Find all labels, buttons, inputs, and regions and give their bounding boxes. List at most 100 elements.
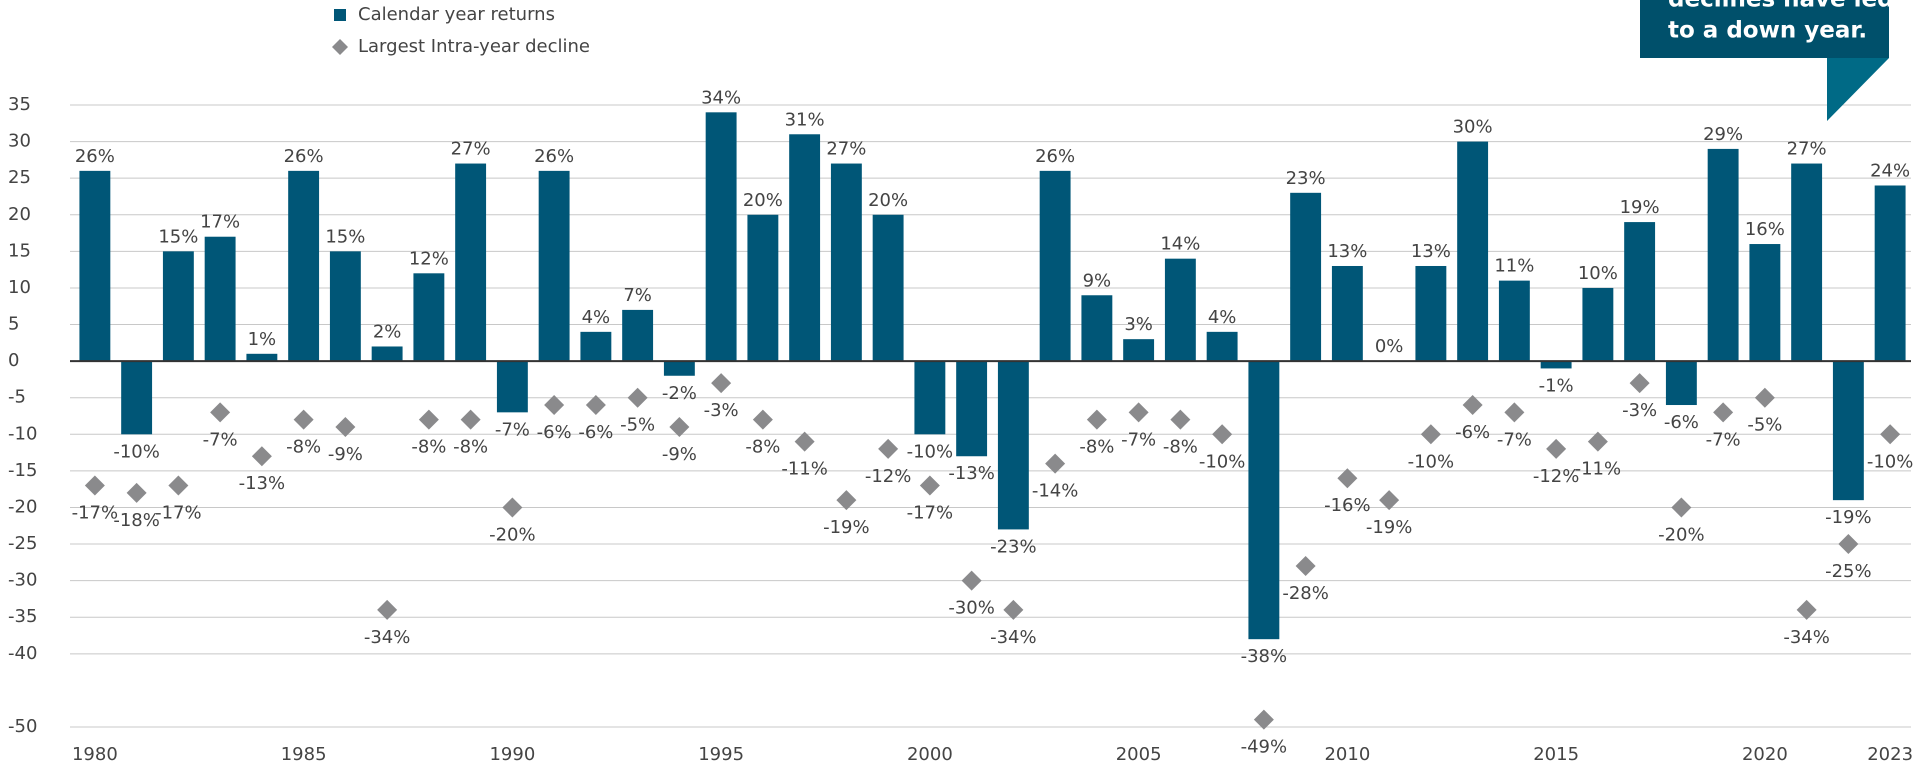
bar bbox=[914, 361, 946, 435]
decline-value-label: -11% bbox=[781, 459, 828, 480]
bar-value-label: 0% bbox=[1375, 336, 1404, 357]
bar-value-label: 17% bbox=[200, 212, 240, 233]
bar bbox=[1540, 361, 1572, 369]
diamond-marker bbox=[126, 482, 147, 503]
diamond-marker bbox=[627, 387, 648, 408]
annotation-pointer bbox=[1827, 58, 1889, 121]
bar bbox=[1290, 192, 1322, 362]
diamond-marker bbox=[1838, 534, 1859, 555]
diamond-marker bbox=[544, 395, 565, 416]
decline-value-label: -10% bbox=[1408, 451, 1455, 472]
decline-value-label: -20% bbox=[489, 524, 536, 545]
y-tick-label: -10 bbox=[8, 423, 37, 444]
diamond-marker bbox=[293, 409, 314, 430]
decline-value-label: -17% bbox=[155, 503, 202, 524]
decline-value-label: -25% bbox=[1825, 561, 1872, 582]
decline-value-label: -7% bbox=[1121, 429, 1156, 450]
decline-value-label: -18% bbox=[113, 510, 160, 531]
bar bbox=[329, 251, 361, 362]
decline-value-label: -19% bbox=[1366, 517, 1413, 538]
bar bbox=[1582, 287, 1614, 362]
diamond-marker bbox=[1462, 395, 1483, 416]
diamond-marker bbox=[1170, 409, 1191, 430]
diamond-marker bbox=[1003, 599, 1024, 620]
bar-value-label: 26% bbox=[534, 146, 574, 167]
bar-value-label: 23% bbox=[1286, 168, 1326, 189]
decline-value-label: -8% bbox=[453, 437, 488, 458]
bar-value-label: 24% bbox=[1870, 160, 1910, 181]
diamond-marker bbox=[1504, 402, 1525, 423]
bar-value-label: -1% bbox=[1539, 375, 1574, 396]
bar bbox=[371, 346, 403, 362]
bar-value-label: -38% bbox=[1241, 646, 1288, 667]
diamond-marker bbox=[1671, 497, 1692, 518]
bar bbox=[1665, 361, 1697, 406]
diamond-marker bbox=[1420, 424, 1441, 445]
x-tick-label: 1985 bbox=[281, 744, 327, 765]
diamond-marker bbox=[1754, 387, 1775, 408]
diamond-marker bbox=[377, 599, 398, 620]
bar-value-label: 15% bbox=[325, 226, 365, 247]
annotation-box bbox=[1640, 0, 1889, 58]
bar bbox=[1457, 141, 1489, 362]
bar-value-label: -2% bbox=[662, 383, 697, 404]
x-tick-label: 1995 bbox=[698, 744, 744, 765]
bar-value-label: 15% bbox=[158, 226, 198, 247]
bar-value-label: 7% bbox=[623, 285, 652, 306]
diamond-marker bbox=[210, 402, 231, 423]
diamond-marker bbox=[836, 490, 857, 511]
decline-value-label: -8% bbox=[745, 437, 780, 458]
bar-value-label: 30% bbox=[1453, 117, 1493, 138]
diamond-marker bbox=[335, 416, 356, 437]
bar bbox=[622, 309, 654, 362]
decline-value-label: -5% bbox=[620, 415, 655, 436]
decline-value-label: -49% bbox=[1241, 737, 1288, 758]
diamond-marker bbox=[460, 409, 481, 430]
bar bbox=[872, 214, 904, 362]
decline-value-label: -9% bbox=[328, 444, 363, 465]
bar-value-label: 26% bbox=[1035, 146, 1075, 167]
bar bbox=[1081, 295, 1113, 362]
bar bbox=[663, 361, 695, 376]
bar-value-label: 13% bbox=[1327, 241, 1367, 262]
bar-value-label: 3% bbox=[1124, 314, 1153, 335]
decline-value-label: -19% bbox=[823, 517, 870, 538]
bar-value-label: 31% bbox=[785, 109, 825, 130]
decline-value-label: -6% bbox=[578, 422, 613, 443]
diamond-marker bbox=[794, 431, 815, 452]
y-tick-label: 15 bbox=[8, 240, 31, 261]
bar bbox=[204, 236, 236, 362]
diamond-marker bbox=[251, 446, 272, 467]
bar-value-label: -6% bbox=[1664, 412, 1699, 433]
bar bbox=[288, 170, 320, 362]
diamond-marker bbox=[1253, 709, 1274, 730]
bar bbox=[1707, 148, 1739, 362]
bar-value-label: 27% bbox=[1787, 139, 1827, 160]
bar bbox=[413, 273, 445, 362]
decline-value-label: -8% bbox=[1163, 437, 1198, 458]
bar-value-label: -7% bbox=[495, 419, 530, 440]
bar-value-label: 13% bbox=[1411, 241, 1451, 262]
bar-value-label: 20% bbox=[868, 190, 908, 211]
bar bbox=[1832, 361, 1864, 501]
bar bbox=[1624, 222, 1656, 362]
y-tick-label: -20 bbox=[8, 496, 37, 517]
x-tick-label: 2015 bbox=[1533, 744, 1579, 765]
diamond-marker bbox=[919, 475, 940, 496]
bar bbox=[1164, 258, 1196, 362]
decline-value-label: -11% bbox=[1575, 459, 1622, 480]
legend-swatch bbox=[334, 9, 346, 21]
decline-value-label: -17% bbox=[72, 503, 119, 524]
y-tick-label: 30 bbox=[8, 131, 31, 152]
bar-value-label: 2% bbox=[373, 321, 402, 342]
bar bbox=[496, 361, 528, 413]
y-tick-label: -50 bbox=[8, 716, 37, 737]
decline-value-label: -16% bbox=[1324, 495, 1371, 516]
bar bbox=[580, 331, 612, 362]
diamond-marker bbox=[418, 409, 439, 430]
bar-value-label: -19% bbox=[1825, 507, 1872, 528]
bar bbox=[956, 361, 988, 457]
decline-value-label: -34% bbox=[990, 627, 1037, 648]
diamond-marker bbox=[84, 475, 105, 496]
bar-value-label: 26% bbox=[284, 146, 324, 167]
